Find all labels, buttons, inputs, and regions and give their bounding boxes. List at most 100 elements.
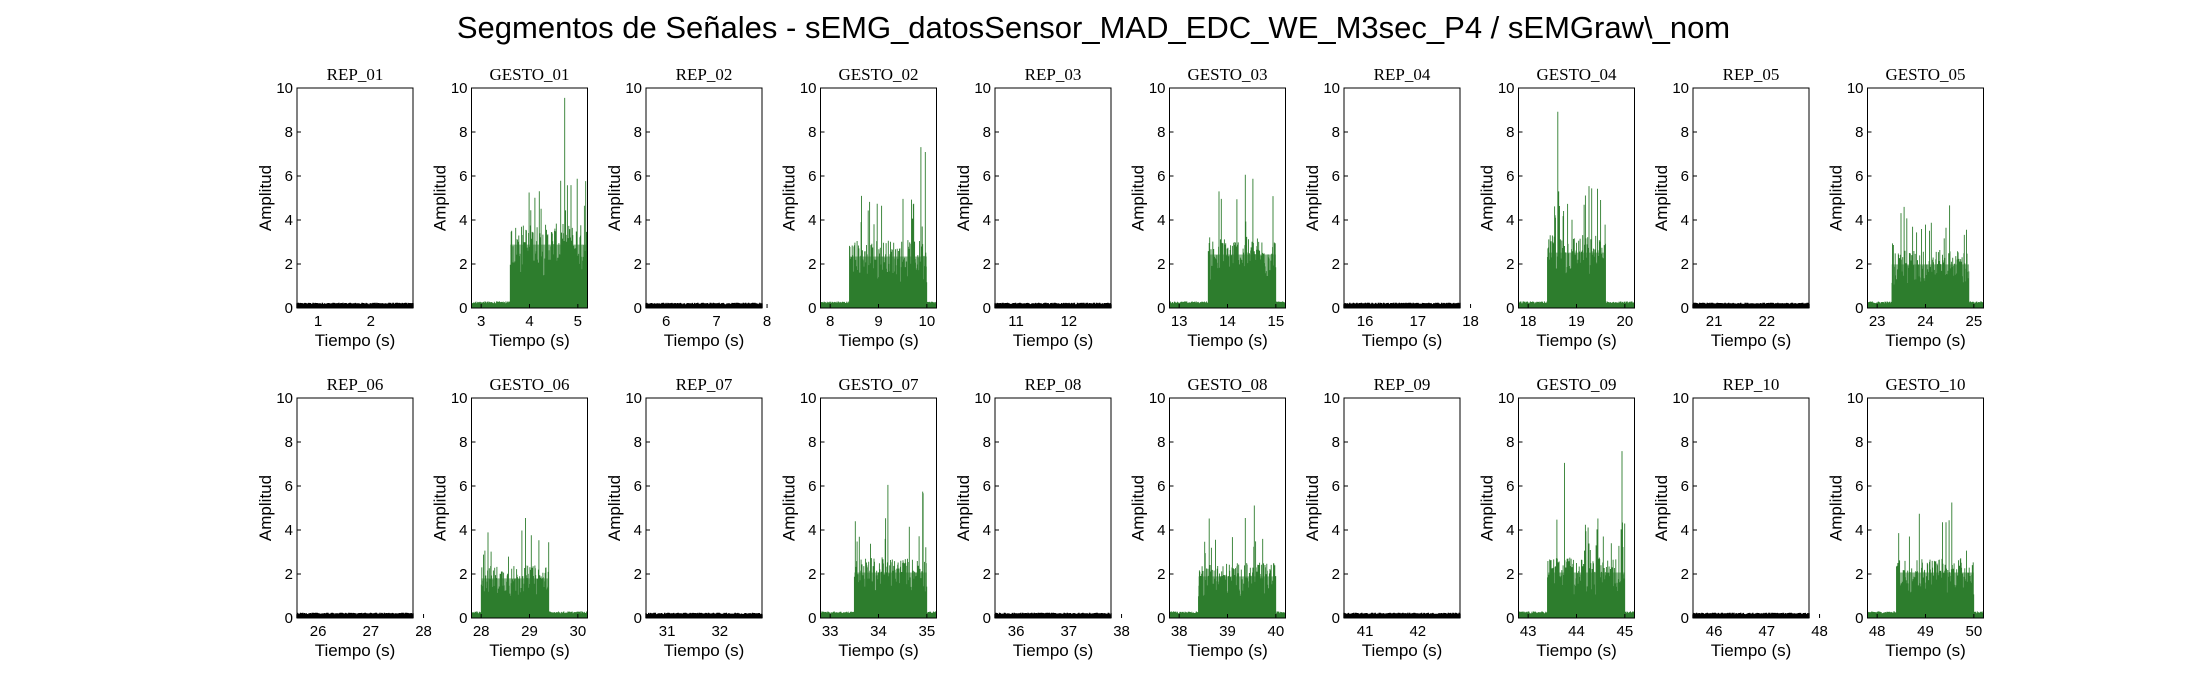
- y-tick-label: 2: [1681, 566, 1689, 583]
- rest-signal-trace: [1343, 302, 1461, 308]
- y-axis-label: Amplitud: [1129, 475, 1148, 541]
- y-axis-label: Amplitud: [256, 475, 275, 541]
- x-tick-label: 18: [1462, 313, 1479, 330]
- x-axis-label: Tiempo (s): [1362, 641, 1443, 660]
- subplot-title: GESTO_04: [1537, 65, 1617, 84]
- y-tick-label: 6: [1681, 168, 1689, 185]
- x-tick-label: 19: [1568, 313, 1585, 330]
- y-tick-label: 10: [451, 390, 468, 407]
- x-tick-label: 25: [1965, 313, 1982, 330]
- y-tick-label: 10: [800, 80, 817, 97]
- x-axis-label: Tiempo (s): [1187, 331, 1268, 350]
- x-tick-label: 50: [1965, 623, 1982, 640]
- y-axis-label: Amplitud: [1652, 165, 1671, 231]
- y-tick-label: 4: [1855, 212, 1863, 229]
- y-axis-label: Amplitud: [1129, 165, 1148, 231]
- x-tick-label: 8: [826, 313, 834, 330]
- x-axis-label: Tiempo (s): [1711, 331, 1792, 350]
- x-tick-label: 48: [1811, 623, 1828, 640]
- y-tick-label: 8: [634, 124, 642, 141]
- x-tick-label: 36: [1008, 623, 1025, 640]
- y-tick-label: 6: [285, 168, 293, 185]
- y-tick-label: 6: [459, 168, 467, 185]
- x-axis-label: Tiempo (s): [838, 331, 919, 350]
- y-tick-label: 4: [1332, 522, 1340, 539]
- y-axis-label: Amplitud: [1827, 475, 1846, 541]
- gesture-signal-envelope: [1547, 572, 1625, 618]
- y-tick-label: 4: [1506, 212, 1514, 229]
- y-tick-label: 6: [1332, 168, 1340, 185]
- subplot-title: GESTO_09: [1537, 375, 1617, 394]
- y-tick-label: 0: [1157, 300, 1165, 317]
- gesture-signal-envelope: [1198, 576, 1276, 618]
- y-tick-label: 8: [459, 124, 467, 141]
- y-tick-label: 4: [808, 212, 816, 229]
- y-axis-label: Amplitud: [1652, 475, 1671, 541]
- x-tick-label: 29: [521, 623, 538, 640]
- y-tick-label: 0: [1332, 610, 1340, 627]
- axes-box: [994, 87, 1112, 309]
- x-tick-label: 35: [918, 623, 935, 640]
- x-axis-label: Tiempo (s): [1536, 641, 1617, 660]
- x-tick-label: 42: [1409, 623, 1426, 640]
- subplot-title: GESTO_05: [1886, 65, 1966, 84]
- y-tick-label: 6: [1681, 478, 1689, 495]
- x-tick-label: 1: [314, 313, 322, 330]
- y-tick-label: 4: [1332, 212, 1340, 229]
- x-tick-label: 21: [1706, 313, 1723, 330]
- x-tick-label: 17: [1409, 313, 1426, 330]
- x-tick-label: 20: [1616, 313, 1633, 330]
- y-tick-label: 10: [974, 80, 991, 97]
- x-axis-label: Tiempo (s): [664, 331, 745, 350]
- x-tick-label: 4: [525, 313, 533, 330]
- x-tick-label: 45: [1616, 623, 1633, 640]
- y-tick-label: 8: [808, 434, 816, 451]
- y-tick-label: 10: [800, 390, 817, 407]
- y-tick-label: 0: [1855, 300, 1863, 317]
- y-axis-label: Amplitud: [605, 165, 624, 231]
- axes-box: [296, 397, 414, 619]
- y-tick-label: 0: [1332, 300, 1340, 317]
- y-tick-label: 4: [983, 212, 991, 229]
- x-tick-label: 22: [1758, 313, 1775, 330]
- y-tick-label: 0: [808, 610, 816, 627]
- x-tick-label: 2: [367, 313, 375, 330]
- rest-signal-trace: [1343, 612, 1461, 618]
- x-axis-label: Tiempo (s): [1711, 641, 1792, 660]
- y-tick-label: 2: [1332, 566, 1340, 583]
- rest-signal-trace: [645, 612, 763, 618]
- y-tick-label: 0: [1681, 610, 1689, 627]
- y-tick-label: 10: [974, 390, 991, 407]
- x-tick-label: 47: [1758, 623, 1775, 640]
- y-tick-label: 6: [285, 478, 293, 495]
- y-tick-label: 0: [983, 300, 991, 317]
- y-axis-label: Amplitud: [1478, 475, 1497, 541]
- x-tick-label: 5: [574, 313, 582, 330]
- x-tick-label: 14: [1219, 313, 1236, 330]
- x-axis-label: Tiempo (s): [1187, 641, 1268, 660]
- y-tick-label: 10: [1498, 390, 1515, 407]
- y-tick-label: 6: [983, 478, 991, 495]
- y-tick-label: 0: [459, 610, 467, 627]
- y-tick-label: 10: [1149, 390, 1166, 407]
- subplot-title: REP_09: [1374, 375, 1431, 394]
- x-axis-label: Tiempo (s): [1885, 641, 1966, 660]
- y-tick-label: 0: [285, 300, 293, 317]
- y-tick-label: 8: [459, 434, 467, 451]
- y-tick-label: 4: [634, 522, 642, 539]
- x-tick-label: 39: [1219, 623, 1236, 640]
- y-tick-label: 6: [808, 478, 816, 495]
- rest-signal-trace: [994, 302, 1112, 308]
- y-tick-label: 2: [983, 566, 991, 583]
- x-tick-label: 34: [870, 623, 887, 640]
- y-tick-label: 10: [625, 80, 642, 97]
- x-tick-label: 41: [1357, 623, 1374, 640]
